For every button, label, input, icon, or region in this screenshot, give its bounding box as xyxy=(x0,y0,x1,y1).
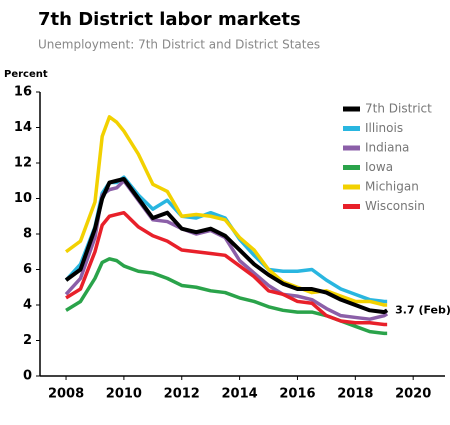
y-tick-label: 2 xyxy=(23,333,32,348)
legend-label: 7th District xyxy=(365,102,432,116)
y-tick-label: 0 xyxy=(23,369,32,384)
y-tick-label: 6 xyxy=(23,262,32,277)
x-tick-label: 2008 xyxy=(48,387,84,402)
x-tick-label: 2018 xyxy=(337,387,373,402)
x-tick-label: 2010 xyxy=(106,387,142,402)
y-tick-label: 8 xyxy=(23,227,32,242)
y-tick-label: 12 xyxy=(14,156,32,171)
legend-label: Wisconsin xyxy=(365,199,425,213)
chart-subtitle: Unemployment: 7th District and District … xyxy=(38,38,320,52)
legend-label: Michigan xyxy=(365,180,419,194)
y-tick-label: 4 xyxy=(23,298,32,313)
series-line xyxy=(64,115,388,307)
y-tick-label: 14 xyxy=(14,120,32,135)
legend-label: Iowa xyxy=(365,160,393,174)
y-tick-label: 10 xyxy=(14,191,32,206)
x-tick-label: 2012 xyxy=(164,387,200,402)
y-tick-label: 16 xyxy=(14,85,32,100)
y-axis-label: Percent xyxy=(4,69,48,80)
x-tick-label: 2014 xyxy=(222,387,258,402)
x-tick-label: 2016 xyxy=(279,387,315,402)
series-line xyxy=(64,176,389,315)
x-tick-label: 2020 xyxy=(395,387,431,402)
annotation: 3.7 (Feb) xyxy=(395,303,450,316)
legend-label: Indiana xyxy=(365,141,409,155)
legend-label: Illinois xyxy=(365,121,403,135)
series-line xyxy=(65,210,388,327)
chart-title: 7th District labor markets xyxy=(38,9,301,30)
